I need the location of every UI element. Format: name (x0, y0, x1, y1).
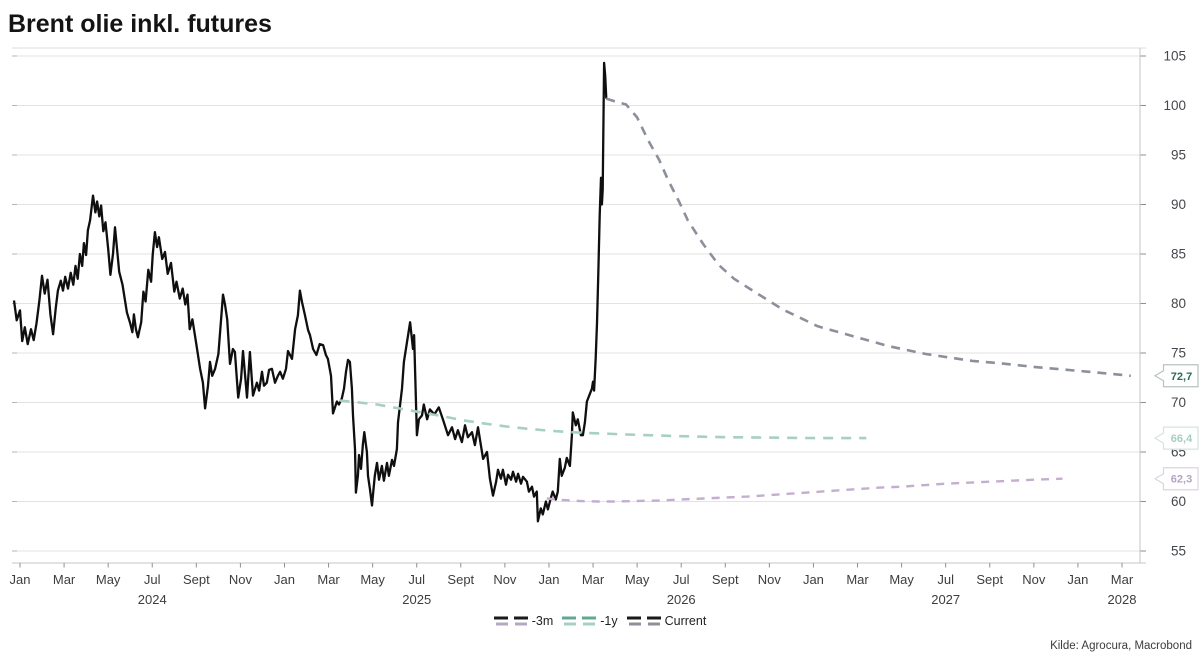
x-axis-label-15: Jul (673, 572, 690, 587)
x-axis-label-23: Nov (1022, 572, 1046, 587)
x-axis-label-8: May (360, 572, 385, 587)
x-axis-label-2: May (96, 572, 121, 587)
y-axis-label-75: 75 (1171, 346, 1186, 361)
legend-line-icon (562, 616, 597, 626)
y-axis-label-105: 105 (1163, 49, 1186, 64)
legend-line-icon (626, 616, 661, 626)
x-axis-label-22: Sept (976, 572, 1003, 587)
chart-legend: -3m -1y Current (0, 614, 1200, 628)
x-axis-label-11: Nov (493, 572, 517, 587)
x-axis-label-17: Nov (758, 572, 782, 587)
x-axis-label-6: Jan (274, 572, 295, 587)
callout-minus-1y-futures: 66,4 (1153, 426, 1199, 450)
chart-title: Brent olie inkl. futures (8, 10, 272, 38)
callout-box-current-futures (1153, 364, 1199, 388)
series-current-history (12, 61, 608, 523)
x-axis-label-5: Nov (229, 572, 253, 587)
year-label-2026: 2026 (667, 592, 696, 607)
legend-line-icon (493, 616, 528, 626)
series-minus-3m-futures (546, 477, 1063, 503)
x-axis-label-21: Jul (937, 572, 954, 587)
callout-current-futures: 72,7 (1153, 364, 1199, 388)
callout-minus-3m-futures: 62,3 (1153, 467, 1199, 491)
x-axis-label-9: Jul (408, 572, 425, 587)
x-axis-label-0: Jan (10, 572, 31, 587)
x-axis-label-1: Mar (53, 572, 76, 587)
x-axis-label-13: Mar (582, 572, 605, 587)
source-credit: Kilde: Agrocura, Macrobond (1050, 640, 1192, 652)
year-label-2028: 2028 (1108, 592, 1137, 607)
callout-box-minus-1y-futures (1153, 426, 1199, 450)
x-axis-label-12: Jan (538, 572, 559, 587)
x-axis-label-3: Jul (144, 572, 161, 587)
y-axis-label-60: 60 (1171, 494, 1186, 509)
callout-value-minus-3m-futures: 62,3 (1171, 474, 1192, 486)
year-label-2024: 2024 (138, 592, 167, 607)
x-axis-label-10: Sept (447, 572, 474, 587)
x-axis-label-16: Sept (712, 572, 739, 587)
y-axis-label-55: 55 (1171, 544, 1186, 559)
callout-box-minus-3m-futures (1153, 467, 1199, 491)
legend-item-1y: -1y (562, 614, 618, 628)
x-axis-label-4: Sept (183, 572, 210, 587)
x-axis-label-7: Mar (317, 572, 340, 587)
y-axis-label-85: 85 (1171, 247, 1186, 262)
year-label-2027: 2027 (931, 592, 960, 607)
legend-label: Current (664, 614, 707, 628)
y-axis-label-70: 70 (1171, 395, 1186, 410)
legend-item-3m: -3m (493, 614, 554, 628)
y-axis-label-100: 100 (1163, 98, 1186, 113)
callout-value-minus-1y-futures: 66,4 (1171, 433, 1193, 445)
legend-label: -1y (600, 614, 618, 628)
year-label-2025: 2025 (402, 592, 431, 607)
y-axis-label-90: 90 (1171, 197, 1186, 212)
series-minus-1y-futures (339, 399, 867, 440)
x-axis-label-24: Jan (1067, 572, 1088, 587)
legend-item-Current: Current (626, 614, 707, 628)
x-axis-label-14: May (625, 572, 650, 587)
x-axis-label-20: May (889, 572, 914, 587)
callout-value-current-futures: 72,7 (1171, 371, 1192, 383)
x-axis-label-19: Mar (846, 572, 869, 587)
legend-label: -3m (531, 614, 554, 628)
y-axis-label-95: 95 (1171, 148, 1186, 163)
x-axis-label-25: Mar (1111, 572, 1134, 587)
x-axis-label-18: Jan (803, 572, 824, 587)
series-current-futures (605, 97, 1131, 378)
y-axis-label-80: 80 (1171, 296, 1186, 311)
